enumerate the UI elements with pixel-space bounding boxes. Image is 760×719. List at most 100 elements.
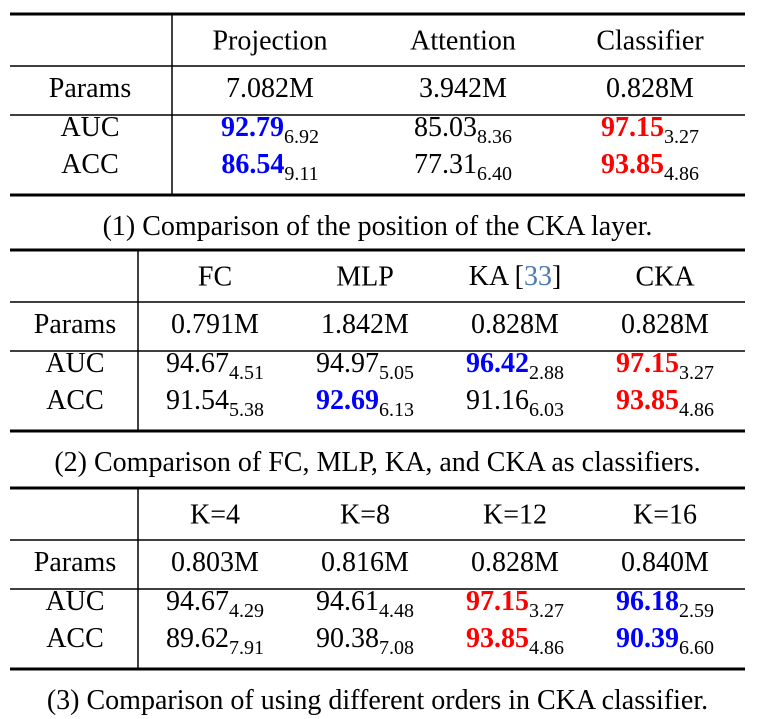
cell: 0.816M [321, 547, 409, 578]
cell: 7.082M [226, 73, 314, 104]
cell-std: 6.92 [284, 126, 319, 148]
cell: 93.854.86 [601, 149, 699, 185]
column-header: Classifier [596, 25, 704, 56]
caption: (3) Comparison of using different orders… [47, 685, 708, 716]
cell-std: 4.86 [679, 399, 714, 421]
cell: 92.696.13 [316, 385, 414, 421]
cell-value: 77.31 [414, 149, 477, 180]
cell: 77.316.40 [414, 149, 512, 185]
column-header: K=16 [633, 499, 697, 530]
cell-std: 4.48 [379, 600, 414, 622]
cell-value: 1.842M [321, 309, 409, 340]
cell-value: 97.15 [466, 586, 529, 617]
cell: 94.674.51 [166, 348, 264, 384]
cell: 3.942M [419, 73, 507, 104]
cell-value: 94.61 [316, 586, 379, 617]
cell-value: 93.85 [616, 385, 679, 416]
header-label: KA [ [469, 261, 524, 292]
cell: 0.828M [606, 73, 694, 104]
cell: 94.975.05 [316, 348, 414, 384]
row-label: ACC [46, 385, 104, 416]
cell-value: 0.828M [471, 309, 559, 340]
cell-std: 3.27 [529, 600, 564, 622]
column-header: K=8 [340, 499, 390, 530]
caption: (2) Comparison of FC, MLP, KA, and CKA a… [54, 447, 700, 478]
column-header: K=12 [483, 499, 547, 530]
cell: 0.803M [171, 547, 259, 578]
cell-std: 6.60 [679, 637, 714, 659]
row-label: AUC [60, 112, 119, 143]
cell-value: 0.816M [321, 547, 409, 578]
column-header: Projection [212, 25, 327, 56]
cell-std: 3.27 [664, 126, 699, 148]
cell: 94.614.48 [316, 586, 414, 622]
cell-std: 2.59 [679, 600, 714, 622]
cell: 85.038.36 [414, 112, 512, 148]
cell-std: 6.13 [379, 399, 414, 421]
cell: 0.791M [171, 309, 259, 340]
cell-std: 5.05 [379, 362, 414, 384]
row-label: ACC [61, 149, 119, 180]
cell-value: 85.03 [414, 112, 477, 143]
row-label: ACC [46, 623, 104, 654]
cell-std: 9.11 [284, 163, 318, 185]
cell-value: 94.67 [166, 586, 229, 617]
row-label: AUC [45, 586, 104, 617]
cell-value: 0.840M [621, 547, 709, 578]
cell-std: 4.29 [229, 600, 264, 622]
row-label: Params [49, 73, 131, 104]
cell: 1.842M [321, 309, 409, 340]
cell: 93.854.86 [616, 385, 714, 421]
column-header: Attention [410, 25, 516, 56]
cell: 90.387.08 [316, 623, 414, 659]
cell: 0.840M [621, 547, 709, 578]
row-label: AUC [45, 348, 104, 379]
cell-value: 0.828M [471, 547, 559, 578]
cell-value: 91.16 [466, 385, 529, 416]
cell-value: 97.15 [601, 112, 664, 143]
cell-value: 94.67 [166, 348, 229, 379]
column-header: FC [198, 261, 232, 292]
cell-value: 7.082M [226, 73, 314, 104]
cell: 96.182.59 [616, 586, 714, 622]
cell-std: 6.03 [529, 399, 564, 421]
column-header: K=4 [190, 499, 240, 530]
cell-value: 96.18 [616, 586, 679, 617]
cell: 97.153.27 [466, 586, 564, 622]
cell: 0.828M [621, 309, 709, 340]
cell: 97.153.27 [616, 348, 714, 384]
citation: 33 [524, 261, 552, 292]
cell-std: 7.91 [229, 637, 264, 659]
cell: 90.396.60 [616, 623, 714, 659]
cell-value: 90.38 [316, 623, 379, 654]
cell-std: 7.08 [379, 637, 414, 659]
cell-value: 0.791M [171, 309, 259, 340]
column-header: MLP [336, 261, 394, 292]
cell: 92.796.92 [221, 112, 319, 148]
column-header: KA [33] [469, 261, 562, 292]
cell-value: 90.39 [616, 623, 679, 654]
cell-std: 6.40 [477, 163, 512, 185]
cell-value: 89.62 [166, 623, 229, 654]
cell-value: 93.85 [601, 149, 664, 180]
cell-std: 2.88 [529, 362, 564, 384]
cell-value: 96.42 [466, 348, 529, 379]
cell-value: 3.942M [419, 73, 507, 104]
cell-value: 0.803M [171, 547, 259, 578]
cell-std: 4.86 [664, 163, 699, 185]
cell: 91.166.03 [466, 385, 564, 421]
cell-value: 92.69 [316, 385, 379, 416]
cell-std: 8.36 [477, 126, 512, 148]
cell: 91.545.38 [166, 385, 264, 421]
cell: 94.674.29 [166, 586, 264, 622]
cell-value: 93.85 [466, 623, 529, 654]
cell-std: 4.86 [529, 637, 564, 659]
row-label: Params [34, 547, 116, 578]
row-label: Params [34, 309, 116, 340]
cell-std: 4.51 [229, 362, 264, 384]
cell: 0.828M [471, 309, 559, 340]
cell: 96.422.88 [466, 348, 564, 384]
cell: 97.153.27 [601, 112, 699, 148]
cell-value: 0.828M [606, 73, 694, 104]
